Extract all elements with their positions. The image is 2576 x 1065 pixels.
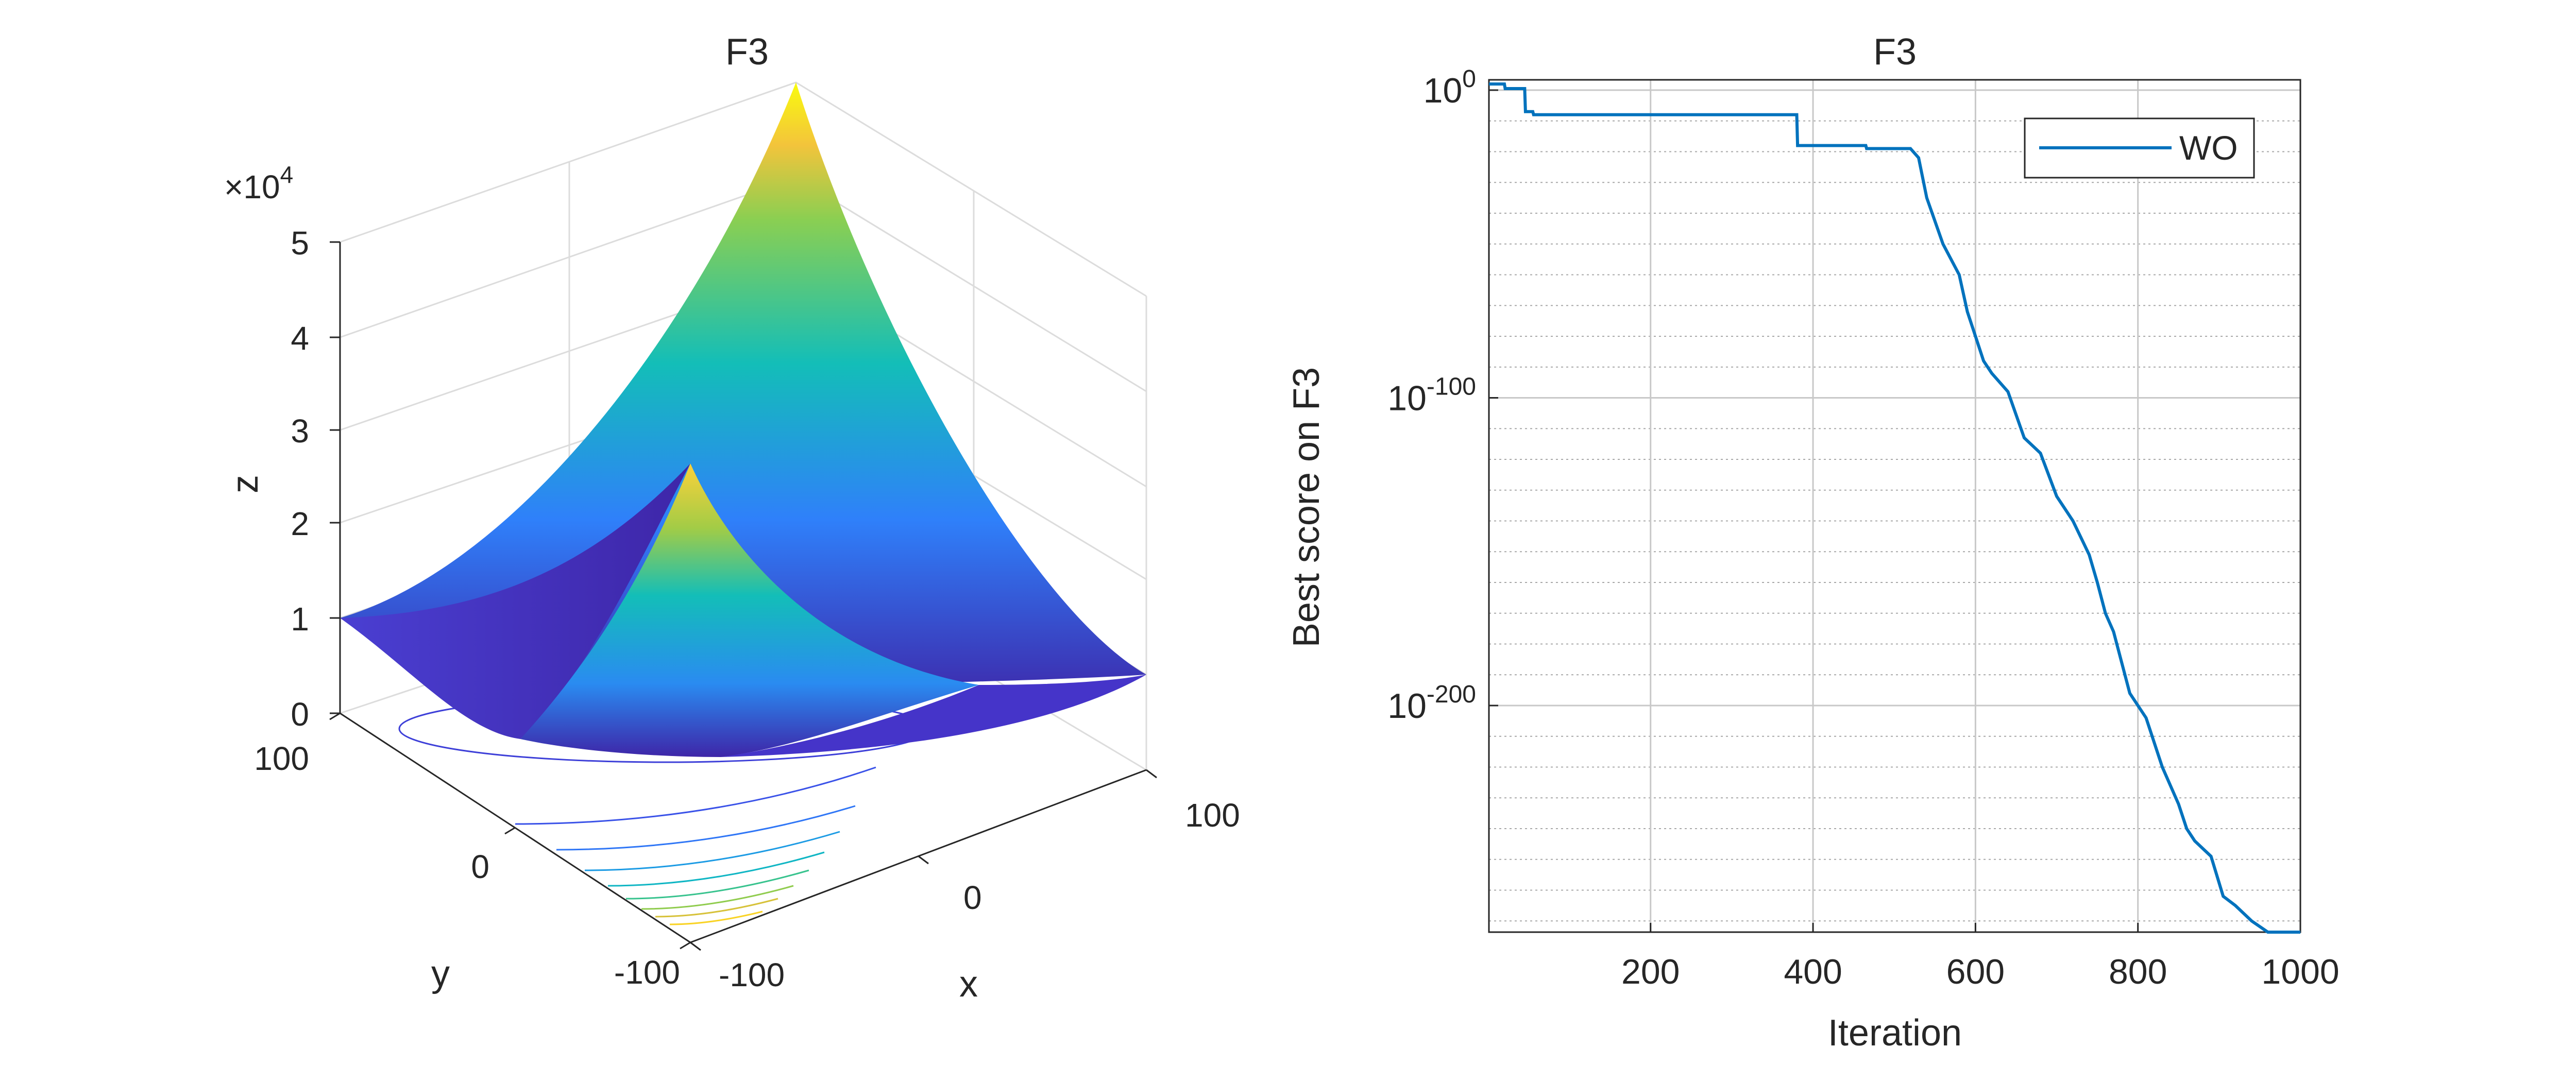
z-tick-label: 0 xyxy=(291,696,309,733)
z-exponent-label: ×104 xyxy=(224,161,293,205)
surface-floor-contours xyxy=(398,694,931,925)
convergence-plot: 200 400 600 800 1000 100 10-100 10-200 F3 Itera… xyxy=(1286,31,2340,1054)
z-tick-label: 1 xyxy=(291,600,309,638)
y-tick-label: 0 xyxy=(471,848,489,885)
surface-right-sheet xyxy=(721,675,1146,757)
y-tick-labels: -100 0 100 xyxy=(254,740,680,991)
series-line-WO xyxy=(1489,82,2300,934)
z-tick-labels: 0 1 2 3 4 5 xyxy=(291,225,309,733)
convergence-plot-frame xyxy=(1488,79,2301,933)
x-axis-label: x xyxy=(959,964,978,1005)
y-axis-label: y xyxy=(431,953,450,994)
convergence-title: F3 xyxy=(1873,31,1917,73)
convergence-x-tick-label: 400 xyxy=(1784,952,1842,991)
surface-plot: F3 ×104 z y x 0 1 2 3 4 5 -100 0 100 -100 0 100 xyxy=(224,31,1240,1005)
z-tick-label: 2 xyxy=(291,505,309,542)
convergence-y-axis-label: Best score on F3 xyxy=(1286,367,1327,647)
surface-front-sheet xyxy=(520,463,979,757)
surface-back-sheet xyxy=(340,82,1146,707)
surface-front-axes xyxy=(329,241,1157,951)
convergence-x-tick-label: 600 xyxy=(1946,952,2005,991)
convergence-y-tick-label: 10-100 xyxy=(1387,373,1476,418)
convergence-x-tick-label: 1000 xyxy=(2261,952,2339,991)
legend: WO xyxy=(2024,117,2255,179)
legend-label-WO: WO xyxy=(2179,129,2238,167)
convergence-x-axis-label: Iteration xyxy=(1828,1012,1962,1054)
z-tick-label: 3 xyxy=(291,413,309,450)
z-tick-label: 4 xyxy=(291,320,309,357)
x-tick-label: 100 xyxy=(1185,797,1240,834)
y-tick-label: -100 xyxy=(614,954,680,991)
z-tick-label: 5 xyxy=(291,225,309,262)
convergence-x-tick-label: 800 xyxy=(2109,952,2167,991)
convergence-y-tick-label: 100 xyxy=(1423,65,1476,110)
surface-left-sheet xyxy=(340,463,690,739)
z-axis-label: z xyxy=(225,475,266,493)
surface-title: F3 xyxy=(725,31,769,73)
x-tick-label: -100 xyxy=(719,956,785,993)
y-tick-label: 100 xyxy=(254,740,309,777)
convergence-y-tick-label: 10-200 xyxy=(1387,681,1476,726)
x-tick-labels: -100 0 100 xyxy=(719,797,1240,993)
convergence-x-tick-label: 200 xyxy=(1621,952,1680,991)
convergence-ticks: 200 400 600 800 1000 100 10-100 10-200 xyxy=(1387,65,2339,991)
x-tick-label: 0 xyxy=(963,879,982,916)
